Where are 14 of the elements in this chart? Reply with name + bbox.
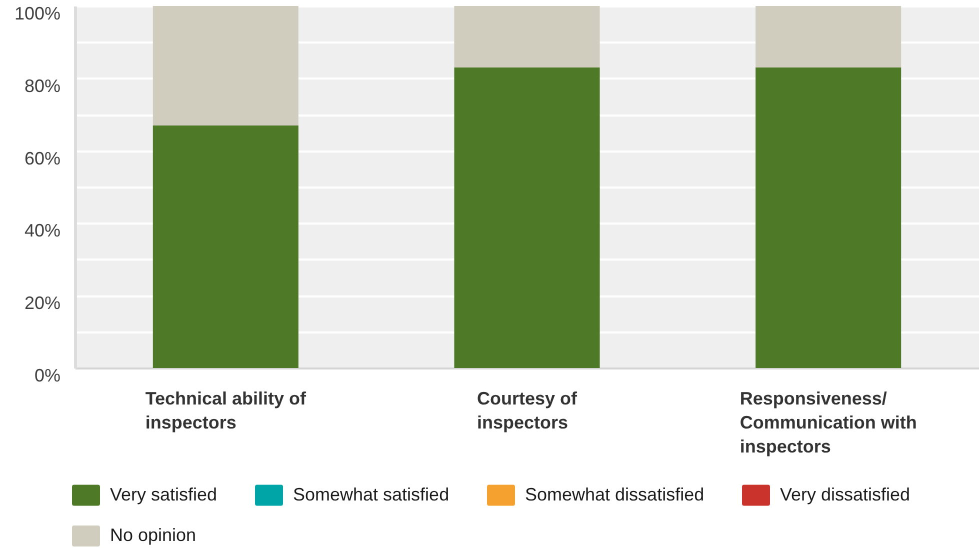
legend-label: Very satisfied: [110, 484, 218, 504]
y-tick-label: 80%: [24, 76, 60, 96]
x-tick-label: Responsiveness/ Communication with inspectors: [740, 388, 917, 456]
legend-label: No opinion: [110, 525, 196, 545]
y-tick-label: 0%: [34, 366, 60, 386]
y-tick-label: 20%: [24, 293, 60, 314]
y-tick-label: 40%: [24, 220, 60, 241]
y-tick-label: 100%: [14, 4, 60, 24]
legend-label: Somewhat dissatisfied: [525, 484, 704, 504]
x-tick-label: Courtesy of inspectors: [476, 388, 578, 432]
y-tick-label: 60%: [24, 148, 60, 168]
legend-label: Very dissatisfied: [780, 484, 910, 504]
x-tick-label: Technical ability of inspectors: [145, 388, 308, 432]
legend-label: Somewhat satisfied: [293, 484, 450, 504]
